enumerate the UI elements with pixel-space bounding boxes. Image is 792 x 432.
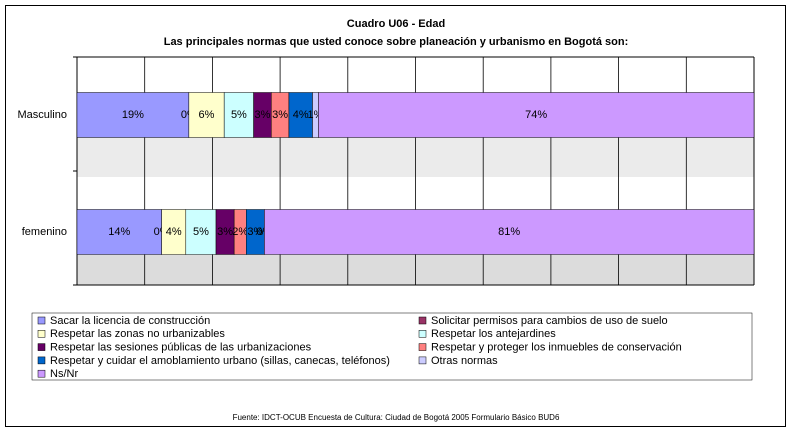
- bar-segment: [76, 92, 190, 138]
- y-tick-label: Masculino: [17, 109, 67, 121]
- data-label: 4%: [293, 109, 309, 121]
- data-label: 3%: [254, 109, 270, 121]
- data-label: 6%: [199, 109, 215, 121]
- legend-swatch: [418, 356, 427, 365]
- chart-title: Cuadro U06 - Edad: [347, 18, 445, 30]
- data-label: 3%: [247, 226, 263, 238]
- legend-swatch: [418, 343, 427, 351]
- bar-segment: [161, 209, 187, 255]
- legend-label: Solicitar permisos para cambios de uso d…: [431, 315, 668, 327]
- data-label: 14%: [108, 226, 130, 238]
- legend-label: Otras normas: [431, 355, 498, 367]
- data-label: 3%: [217, 226, 233, 238]
- data-label: 3%: [272, 109, 288, 121]
- legend-swatch: [37, 356, 46, 365]
- data-label: 5%: [193, 226, 209, 238]
- legend-swatch: [37, 369, 46, 378]
- data-label: 5%: [231, 109, 247, 121]
- data-label: 19%: [122, 109, 144, 121]
- bar-segment: [223, 92, 254, 138]
- bar-segment: [188, 92, 225, 138]
- data-label: 2%: [232, 226, 248, 238]
- bar-segment: [76, 209, 162, 255]
- legend-label: Sacar la licencia de construcción: [50, 315, 210, 327]
- source-note: Fuente: IDCT-OCUB Encuesta de Cultura: C…: [233, 413, 560, 422]
- legend-label: Respetar y cuidar el amoblamiento urbano…: [50, 355, 390, 367]
- legend-swatch: [418, 330, 427, 338]
- bar-segment: [185, 209, 217, 255]
- legend-label: Respetar las zonas no urbanizables: [50, 328, 225, 340]
- chart-subtitle: Las principales normas que usted conoce …: [164, 36, 629, 48]
- y-tick-label: femenino: [22, 226, 67, 238]
- legend-swatch: [37, 343, 46, 351]
- bar-segment: [264, 209, 755, 255]
- legend-label: Respetar los antejardines: [431, 328, 556, 340]
- legend-label: Respetar las sesiones públicas de las ur…: [50, 342, 312, 354]
- legend-swatch: [37, 316, 46, 325]
- legend-label: Ns/Nr: [50, 368, 78, 380]
- legend-swatch: [418, 316, 427, 325]
- legend-label: Respetar y proteger los inmuebles de con…: [431, 342, 682, 354]
- data-label: 4%: [166, 226, 182, 238]
- bar-segment: [318, 92, 755, 138]
- data-label: 74%: [525, 109, 547, 121]
- data-label: 81%: [498, 226, 520, 238]
- legend-swatch: [37, 330, 46, 338]
- legend-border: [31, 312, 753, 381]
